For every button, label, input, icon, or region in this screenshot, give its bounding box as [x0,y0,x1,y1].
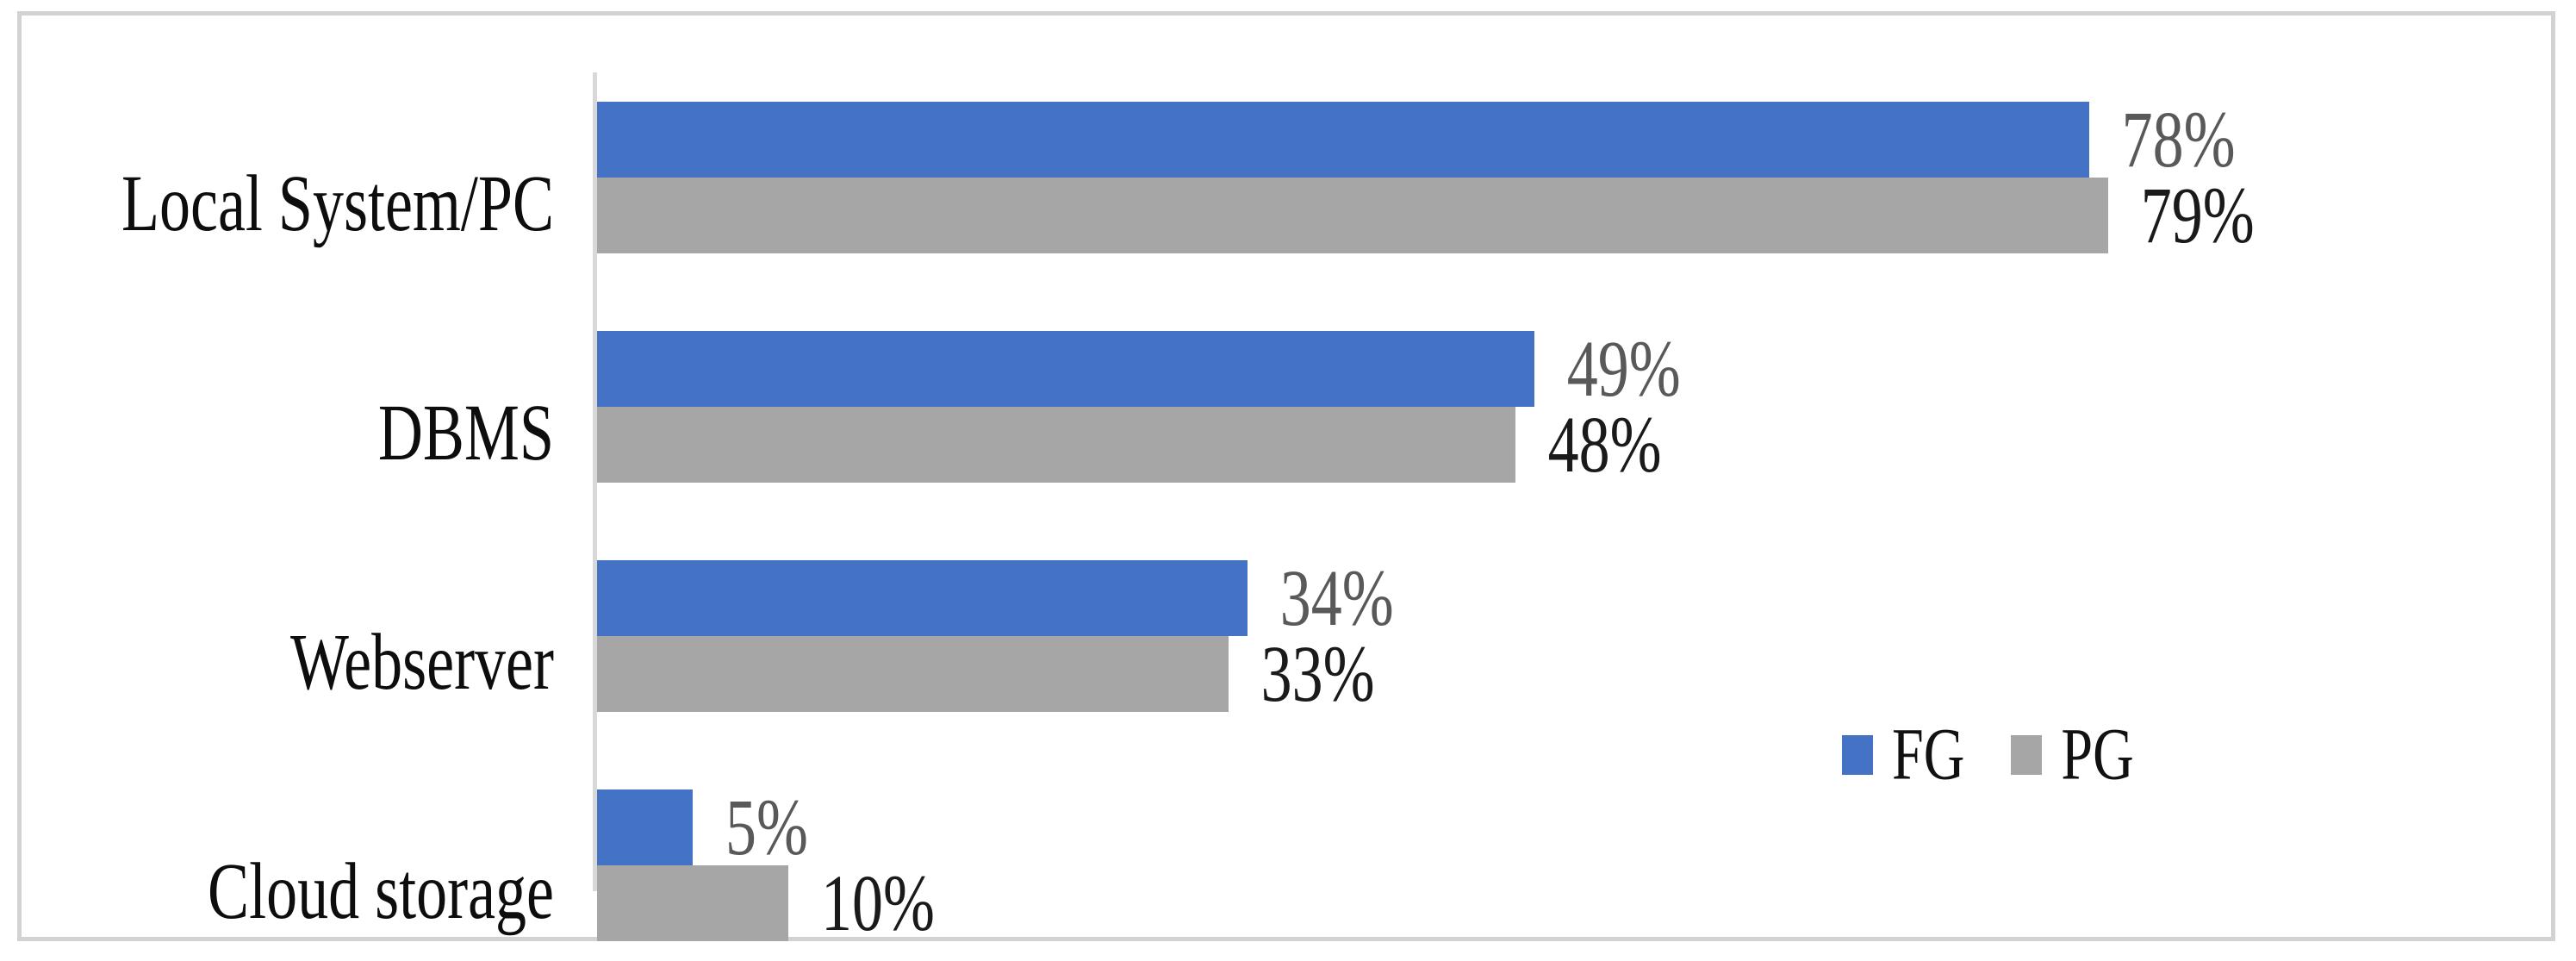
fg-value-label: 5% [725,783,808,872]
fg-value-label: 78% [2121,95,2236,184]
category-group-webserver: Webserver 34% 33% [290,553,2510,764]
fg-bar-line: 34% [597,553,2510,643]
fg-legend-label: FG [1892,713,1965,796]
pg-bar-line: 10% [597,858,2510,948]
category-group-local-system-pc: Local System/PC 78% 79% [121,95,2510,305]
pg-bar [597,636,1229,712]
pg-bar-line: 33% [597,629,2510,719]
fg-bar [597,560,1248,636]
legend-item-fg: FG [1842,717,1964,791]
fg-value-label: 34% [1279,553,1394,643]
pg-value-label: 48% [1547,400,1662,490]
legend-item-pg: PG [2011,717,2134,791]
fg-bar [597,102,2089,178]
category-label: DBMS [377,388,554,477]
fg-bar-line: 78% [597,95,2510,184]
chart-border-frame [17,11,2555,941]
pg-bar [597,865,788,941]
fg-bar-line: 5% [597,783,2510,872]
category-label: Cloud storage [208,846,554,936]
category-group-dbms: DBMS 49% 48% [378,324,2510,534]
fg-bar-line: 49% [597,324,2510,414]
pg-bar-line: 48% [597,400,2510,490]
pg-value-label: 10% [821,858,935,948]
fg-value-label: 49% [1566,324,1681,414]
pg-bar-line: 79% [597,171,2510,260]
category-axis-line [593,72,597,891]
legend: FG PG [1842,712,2134,798]
category-label: Local System/PC [121,159,554,248]
pg-bar [597,178,2108,253]
fg-bar [597,789,693,865]
pg-value-label: 79% [2140,171,2255,260]
category-label: Webserver [289,617,554,707]
fg-legend-swatch-icon [1842,735,1873,775]
pg-bar [597,407,1515,483]
pg-legend-swatch-icon [2011,735,2043,775]
pg-legend-label: PG [2061,713,2134,796]
fg-bar [597,331,1534,407]
category-group-cloud-storage: Cloud storage 5% 10% [208,783,2510,961]
pg-value-label: 33% [1260,629,1375,719]
plot-area: Local System/PC 78% 79% DBMS 49% 48% Web… [121,76,2510,944]
